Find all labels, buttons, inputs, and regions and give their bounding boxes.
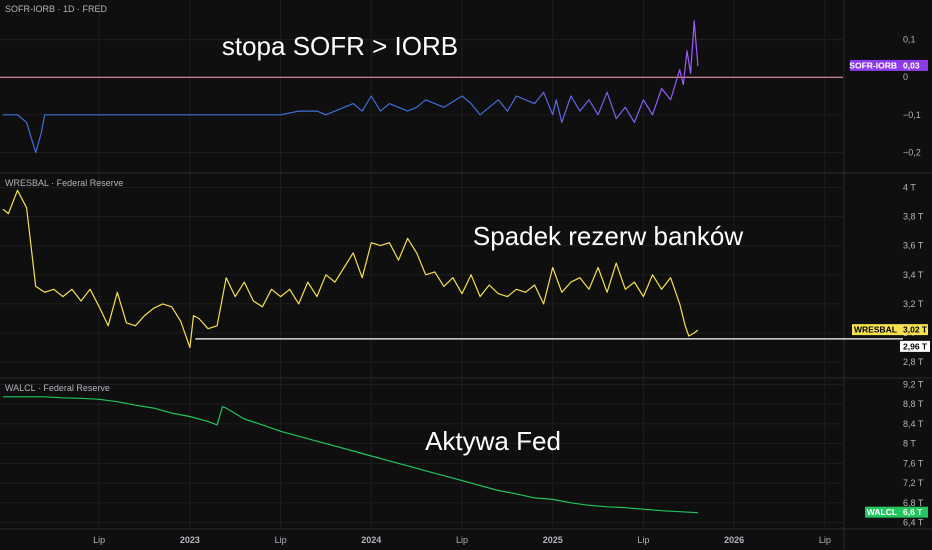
last-value-label: 0,03 bbox=[903, 60, 920, 70]
x-tick-label: 2025 bbox=[543, 535, 563, 545]
y-tick-label: 3,6 T bbox=[903, 241, 924, 251]
last-value-badge bbox=[900, 324, 928, 336]
y-tick-label: 2,8 T bbox=[903, 357, 924, 367]
y-tick-label: −0,1 bbox=[903, 110, 921, 120]
series-line-wresbal bbox=[2, 189, 699, 349]
last-value-name: WALCL bbox=[867, 507, 897, 517]
reference-level-label: 2,96 T bbox=[903, 341, 928, 351]
pane-title: WALCL · Federal Reserve bbox=[5, 383, 110, 393]
x-tick-label: Lip bbox=[93, 535, 105, 545]
last-value-name: SOFR-IORB bbox=[849, 60, 897, 70]
y-tick-label: 6,4 T bbox=[903, 518, 924, 528]
y-tick-label: 6,8 T bbox=[903, 498, 924, 508]
last-value-badge bbox=[900, 506, 928, 518]
y-tick-label: 7,6 T bbox=[903, 458, 924, 468]
x-tick-label: Lip bbox=[637, 535, 649, 545]
annotation-text: Spadek rezerw banków bbox=[473, 221, 743, 251]
y-tick-label: 3,2 T bbox=[903, 299, 924, 309]
series-line-sofr-iorb bbox=[3, 20, 699, 154]
x-tick-label: Lip bbox=[819, 535, 831, 545]
pane-title: SOFR-IORB · 1D · FRED bbox=[5, 4, 108, 14]
y-tick-label: 7,2 T bbox=[903, 478, 924, 488]
y-tick-label: 4 T bbox=[903, 182, 916, 192]
last-value-name-badge bbox=[850, 59, 900, 71]
reference-level-badge bbox=[900, 340, 930, 352]
last-value-name: WRESBAL bbox=[854, 325, 897, 335]
y-tick-label: 8,8 T bbox=[903, 399, 924, 409]
annotation-text: stopa SOFR > IORB bbox=[222, 31, 458, 61]
last-value-label: 3,02 T bbox=[903, 325, 928, 335]
last-value-badge bbox=[900, 59, 928, 71]
annotation-text: Aktywa Fed bbox=[425, 426, 561, 456]
y-tick-label: 8,4 T bbox=[903, 419, 924, 429]
x-tick-label: 2026 bbox=[724, 535, 744, 545]
y-tick-label: 9,2 T bbox=[903, 379, 924, 389]
pane-2: 9,2 T 8,8 T 8,4 T 8 T 7,6 T 7,2 T 6,8 T 6,4 T WA… bbox=[0, 379, 928, 528]
last-value-name-badge bbox=[852, 324, 900, 336]
series-line-walcl bbox=[3, 396, 698, 514]
pane-0: 0,1 0 −0,1 −0,2 SOFR-IORB · 1D · FRED stopa S… bbox=[0, 4, 928, 157]
y-tick-label: 3,4 T bbox=[903, 270, 924, 280]
x-tick-label: 2023 bbox=[180, 535, 200, 545]
y-tick-label: 3,8 T bbox=[903, 212, 924, 222]
x-tick-label: 2024 bbox=[361, 535, 381, 545]
x-tick-label: Lip bbox=[456, 535, 468, 545]
y-tick-label: 0 bbox=[903, 72, 908, 82]
pane-title: WRESBAL · Federal Reserve bbox=[5, 178, 123, 188]
y-tick-label: 0,1 bbox=[903, 35, 916, 45]
y-tick-label: 8 T bbox=[903, 439, 916, 449]
x-tick-label: Lip bbox=[275, 535, 287, 545]
last-value-name-badge bbox=[865, 506, 900, 518]
last-value-label: 6,6 T bbox=[903, 507, 923, 517]
y-tick-label: −0,2 bbox=[903, 147, 921, 157]
